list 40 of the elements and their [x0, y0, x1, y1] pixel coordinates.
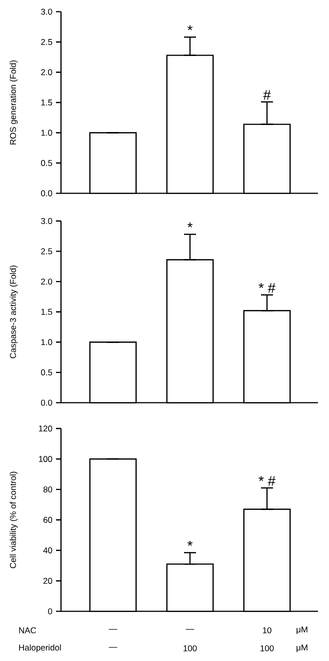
text: μM	[296, 644, 308, 652]
y-tick-label: 20	[43, 578, 52, 584]
y-tick-label: 1.5	[41, 100, 52, 106]
text: Haloperidol	[19, 644, 61, 652]
data-label: *	[188, 540, 193, 546]
text: 100	[184, 645, 197, 652]
data-label: * #	[258, 476, 276, 486]
y-tick-label: 120	[38, 426, 52, 432]
data-label: #	[263, 90, 271, 100]
y-tick-label: 2.5	[41, 248, 52, 254]
y-tick-label: 1.5	[41, 308, 52, 315]
text: —	[108, 629, 118, 630]
y-tick-label: 0.0	[41, 190, 52, 196]
y-tick-label: 80	[43, 486, 52, 492]
y-tick-label: 2.0	[41, 69, 52, 76]
y-tick-label: 1.0	[41, 339, 52, 346]
data-label: *	[188, 25, 193, 30]
text: 100	[260, 645, 274, 652]
y-axis-title: Cell viability (% of control)	[10, 472, 18, 568]
y-tick-label: 3.0	[41, 218, 52, 224]
y-tick-label: 0.5	[41, 369, 52, 376]
y-tick-label: 60	[44, 516, 52, 523]
y-tick-label: 1.0	[41, 130, 52, 136]
y-tick-label: 100	[38, 456, 52, 462]
text: μM	[296, 626, 308, 634]
y-tick-label: 0	[48, 608, 52, 614]
y-tick-label: 0.0	[41, 400, 52, 406]
y-tick-label: 2.5	[41, 38, 52, 45]
text: NAC	[19, 627, 36, 634]
y-tick-label: 40	[43, 547, 52, 554]
y-axis-title: ROS generation (Fold)	[10, 60, 18, 144]
y-tick-label: 3.0	[41, 8, 52, 15]
text: —	[186, 629, 194, 630]
text: 10	[262, 627, 272, 634]
y-tick-label: 0.5	[41, 160, 52, 166]
y-axis-title: Caspase-3 activity (Fold)	[10, 266, 18, 358]
y-tick-label: 2.0	[41, 278, 52, 285]
data-label: *	[188, 222, 193, 228]
text: —	[108, 647, 118, 648]
data-label: * #	[258, 283, 276, 293]
